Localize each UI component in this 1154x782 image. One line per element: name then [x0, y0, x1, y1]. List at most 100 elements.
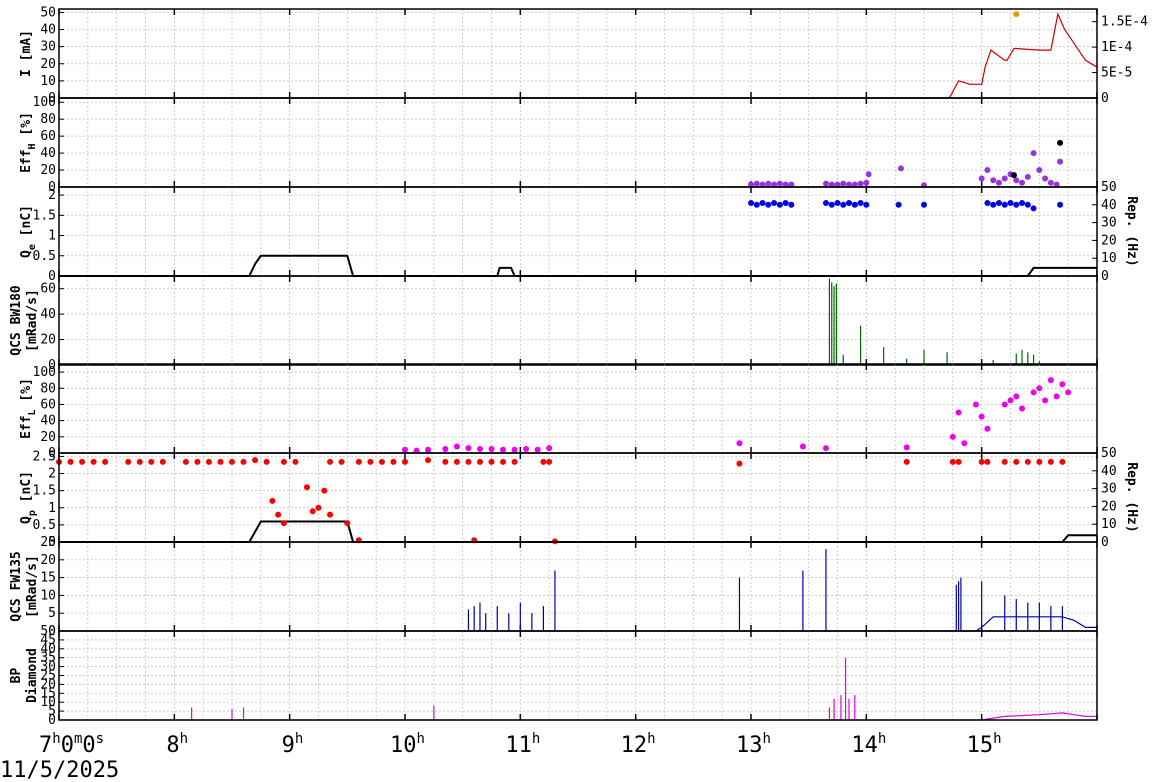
y-tick-label: 40: [40, 23, 56, 38]
panel-2: 0 20 40 60 80 100 EffH [%]: [19, 95, 1098, 195]
data-point: [511, 458, 518, 465]
x-tick-label: 14h: [851, 731, 886, 758]
data-point: [1024, 173, 1031, 180]
data-point: [465, 445, 472, 452]
data-point: [949, 433, 956, 440]
y-axis-label: Diamond: [25, 648, 40, 703]
x-axis: 7h0m0s 8h 9h 10h 11h 12h 13h 14h 15h: [39, 731, 1002, 758]
data-point: [863, 201, 870, 208]
data-point: [402, 458, 408, 465]
data-point: [984, 425, 991, 432]
y-tick-label: 20: [40, 553, 56, 568]
data-point: [1047, 377, 1054, 384]
data-point: [269, 497, 276, 504]
data-point: [955, 458, 962, 465]
y-tick-label: 0: [48, 269, 56, 284]
data-point: [1001, 458, 1008, 465]
data-point: [984, 458, 991, 465]
data-point: [540, 458, 547, 465]
y-tick-label: 1: [48, 501, 56, 516]
y-tick-label: 60: [40, 129, 56, 144]
right-tick-label: 1E-4: [1101, 40, 1132, 55]
data-point: [978, 175, 985, 182]
y-tick-label: 50: [40, 624, 56, 639]
right-tick-label: 40: [1101, 464, 1117, 479]
data-point: [229, 458, 235, 465]
y-tick-label: 0: [48, 91, 56, 106]
data-point: [759, 181, 766, 188]
label-sub: L: [27, 409, 38, 415]
data-point: [442, 445, 449, 452]
data-point: [534, 446, 541, 453]
series-2: [269, 484, 558, 545]
data-point: [205, 458, 212, 465]
y-tick-label: 100: [33, 95, 56, 110]
y-tick-label: 0.5: [33, 518, 56, 533]
data-point: [1013, 393, 1020, 400]
label-rest: [%]: [19, 378, 34, 409]
x-label-sup: h: [417, 731, 425, 747]
data-point: [465, 458, 472, 465]
data-point: [90, 458, 97, 465]
data-point: [972, 401, 979, 408]
data-point: [851, 181, 858, 188]
data-point: [1030, 150, 1037, 157]
data-point: [857, 180, 864, 187]
data-point: [523, 445, 530, 452]
data-point: [511, 446, 518, 453]
x-label-main: 14: [851, 733, 878, 758]
panel-7: 0 5 10 15 20 25 QCS FW135 [mRad/s]: [9, 535, 1098, 639]
x-label-sup: h: [647, 731, 655, 747]
data-point: [500, 458, 507, 465]
data-point: [1036, 458, 1043, 465]
data-point: [776, 180, 783, 187]
x-label-part: 0: [82, 733, 95, 758]
x-label-sup: h: [180, 731, 188, 747]
data-point: [303, 484, 310, 491]
data-point: [1007, 397, 1014, 404]
x-label-main: 10: [390, 733, 417, 758]
label-sub: p: [27, 510, 38, 516]
data-point: [546, 445, 553, 452]
x-label-sup: h: [878, 731, 886, 747]
data-point: [990, 201, 997, 208]
x-tick-label: 12h: [621, 731, 656, 758]
right-tick-label: 1.5E-4: [1101, 15, 1148, 30]
data-point: [1053, 393, 1060, 400]
data-point: [402, 446, 408, 453]
y-axis-label: EffL [%]: [19, 378, 38, 439]
data-point: [995, 179, 1002, 186]
data-point: [1019, 405, 1026, 412]
data-point: [1030, 205, 1037, 212]
data-point: [759, 200, 766, 207]
x-label-main: 7: [39, 733, 52, 758]
y-tick-label: 5: [48, 704, 56, 719]
label-main: Eff: [19, 415, 34, 438]
y-tick-label: 2: [48, 467, 56, 482]
data-point: [990, 177, 997, 184]
data-point: [984, 200, 991, 207]
right-tick-label: 50: [1101, 446, 1117, 461]
label-rest: [%]: [19, 112, 34, 143]
data-point: [263, 458, 270, 465]
right-tick-label: 0: [1101, 91, 1109, 106]
data-point: [736, 440, 743, 447]
series-1: [59, 12, 1098, 99]
y-tick-label: 15: [40, 686, 56, 701]
data-point: [1057, 201, 1064, 208]
data-point: [321, 487, 328, 494]
x-label-part: 0: [61, 733, 74, 758]
data-point: [453, 443, 460, 450]
y-axis-label: QCS BW180: [9, 285, 24, 356]
y-tick-label: 0: [48, 624, 56, 639]
right-tick-label: 20: [1101, 499, 1117, 514]
y-axis-label: QCS FW135: [9, 551, 24, 621]
x-label-main: 11: [505, 733, 532, 758]
label-main: Q: [19, 250, 34, 258]
data-point: [1042, 397, 1049, 404]
panel-1: 0 10 20 30 40 50 0 5E-5 1E-4 1.5E-4 I [mA]: [19, 5, 1148, 106]
right-axis-label: Rep. (Hz): [1124, 196, 1139, 266]
data-point: [148, 458, 155, 465]
data-point: [217, 458, 224, 465]
